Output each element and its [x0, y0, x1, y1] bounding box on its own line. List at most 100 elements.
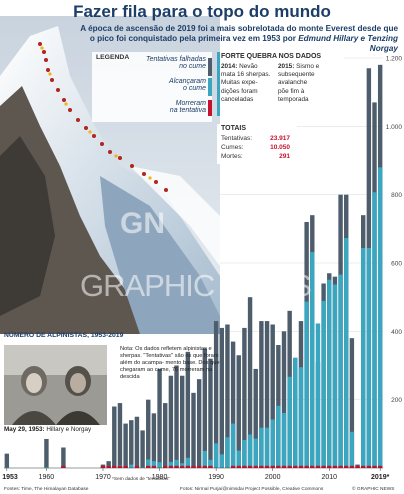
bar-summits — [270, 419, 275, 468]
sources-left: Fontes: Time, The Himalayan Database — [4, 487, 89, 492]
bar-attempts — [196, 379, 202, 468]
bar-attempts — [117, 403, 123, 468]
bar-summits — [315, 323, 321, 468]
totals-value-summits: 10.050 — [270, 144, 290, 151]
bar-summits — [44, 466, 49, 468]
legend-label-attempts: Tentativas falhadas no cume — [136, 56, 206, 70]
bar-deaths — [151, 465, 157, 468]
bar-deaths — [117, 465, 123, 468]
bar-attempts — [4, 453, 10, 468]
bar-summits — [179, 463, 185, 468]
bar-deaths — [276, 465, 281, 468]
y-tick-label: 1.000 — [386, 124, 403, 131]
bar-deaths — [100, 465, 106, 468]
bar-summits — [293, 357, 298, 468]
legend-label-deaths: Morreram na tentativa — [136, 100, 206, 114]
bar-deaths — [247, 465, 253, 468]
bar-deaths — [377, 465, 383, 468]
bar-attempts — [242, 327, 247, 468]
bar-summits — [202, 450, 208, 468]
bar-deaths — [298, 465, 304, 468]
data-break-2015-l4: põe fim à — [278, 87, 305, 95]
bar-attempts — [259, 321, 264, 468]
page-title: Fazer fila para o topo do mundo — [73, 2, 331, 21]
y-tick-label: 800 — [391, 192, 402, 199]
bar-deaths — [366, 465, 372, 468]
copyright: © GRAPHIC NEWS — [352, 487, 395, 492]
legend-label-attempts-l2: no cume — [179, 63, 206, 70]
footnote-nodata: *Sem dados de "tentativas" — [112, 477, 171, 482]
totals-label-attempts: Tentativas: — [221, 135, 253, 142]
bar-summits — [366, 247, 372, 468]
bar-deaths — [174, 465, 179, 468]
bar-attempts — [349, 338, 355, 468]
bar-attempts — [123, 423, 128, 468]
bar-summits — [304, 301, 309, 468]
bar-attempts — [168, 375, 174, 468]
data-break-2015-l5: temporada — [278, 95, 309, 103]
bar-summits — [247, 434, 253, 468]
bar-attempts — [270, 324, 275, 468]
data-break-2014-l5: canceladas — [221, 95, 254, 103]
bar-deaths — [61, 465, 66, 468]
y-tick-label: 600 — [391, 261, 402, 268]
bar-summits — [344, 238, 349, 468]
bar-summits — [157, 462, 162, 468]
bar-deaths — [281, 465, 287, 468]
bar-summits — [298, 367, 304, 468]
bar-attempts — [219, 327, 224, 468]
data-break-2015-l2: subsequente — [278, 71, 315, 79]
legend-swatch-attempts — [208, 58, 212, 76]
photo-caption: May 29, 1953: Hillary e Norgay — [4, 426, 91, 433]
legend-swatch-deaths — [208, 100, 212, 116]
bar-summits — [219, 454, 224, 468]
sources-right: Fotos: Nirmal Purja/@nimsdai Project Pos… — [180, 487, 324, 492]
bar-summits — [310, 252, 315, 468]
bar-attempts — [202, 348, 208, 468]
bar-summits — [259, 427, 264, 468]
data-break-2015-label: 2015: — [278, 63, 295, 70]
bar-summits — [321, 300, 326, 468]
subtitle-line-1: A época de ascensão de 2019 foi a mais s… — [80, 24, 398, 33]
x-tick-label: 1980 — [152, 474, 168, 481]
bar-attempts — [157, 368, 162, 468]
bar-deaths — [168, 465, 174, 468]
legend-label-deaths-l1: Morreram — [175, 100, 206, 107]
bar-attempts — [140, 430, 145, 468]
bar-attempts — [208, 358, 213, 468]
totals-value-attempts: 23.917 — [270, 135, 290, 142]
bar-attempts — [174, 365, 179, 468]
bar-deaths — [372, 465, 377, 468]
bar-summits — [4, 467, 10, 468]
y-tick-label: 1.200 — [386, 56, 403, 63]
bar-summits — [360, 247, 366, 468]
data-break-2015-l3: avalanche — [278, 79, 308, 87]
bar-deaths — [315, 465, 321, 468]
bar-summits — [349, 431, 355, 468]
bar-summits — [264, 427, 270, 468]
photo-caption-text: Hillary e Norgay — [44, 426, 92, 433]
bar-summits — [185, 457, 191, 468]
bar-summits — [276, 405, 281, 468]
bar-deaths — [264, 465, 270, 468]
bar-summits — [332, 284, 338, 468]
subtitle-names: Edmund Hillary e Tenzing Norgay — [298, 34, 398, 53]
bar-deaths — [123, 465, 128, 468]
data-break-2014-l2: mata 16 sherpas. — [221, 71, 271, 79]
bar-deaths — [146, 465, 151, 468]
data-break-panel — [217, 52, 344, 116]
bar-summits — [253, 438, 258, 468]
legend-panel — [92, 52, 212, 122]
bar-summits — [213, 443, 219, 468]
bar-summits — [230, 423, 236, 468]
totals-label-deaths: Mortes: — [221, 153, 243, 160]
legend-label-deaths-l2: na tentativa — [169, 107, 206, 114]
data-break-2014-l4: dições foram — [221, 87, 258, 95]
bar-attempts — [163, 403, 168, 468]
bar-summits — [174, 459, 179, 468]
bar-attempts — [151, 413, 157, 468]
bar-summits — [168, 461, 174, 468]
bar-deaths — [202, 465, 208, 468]
